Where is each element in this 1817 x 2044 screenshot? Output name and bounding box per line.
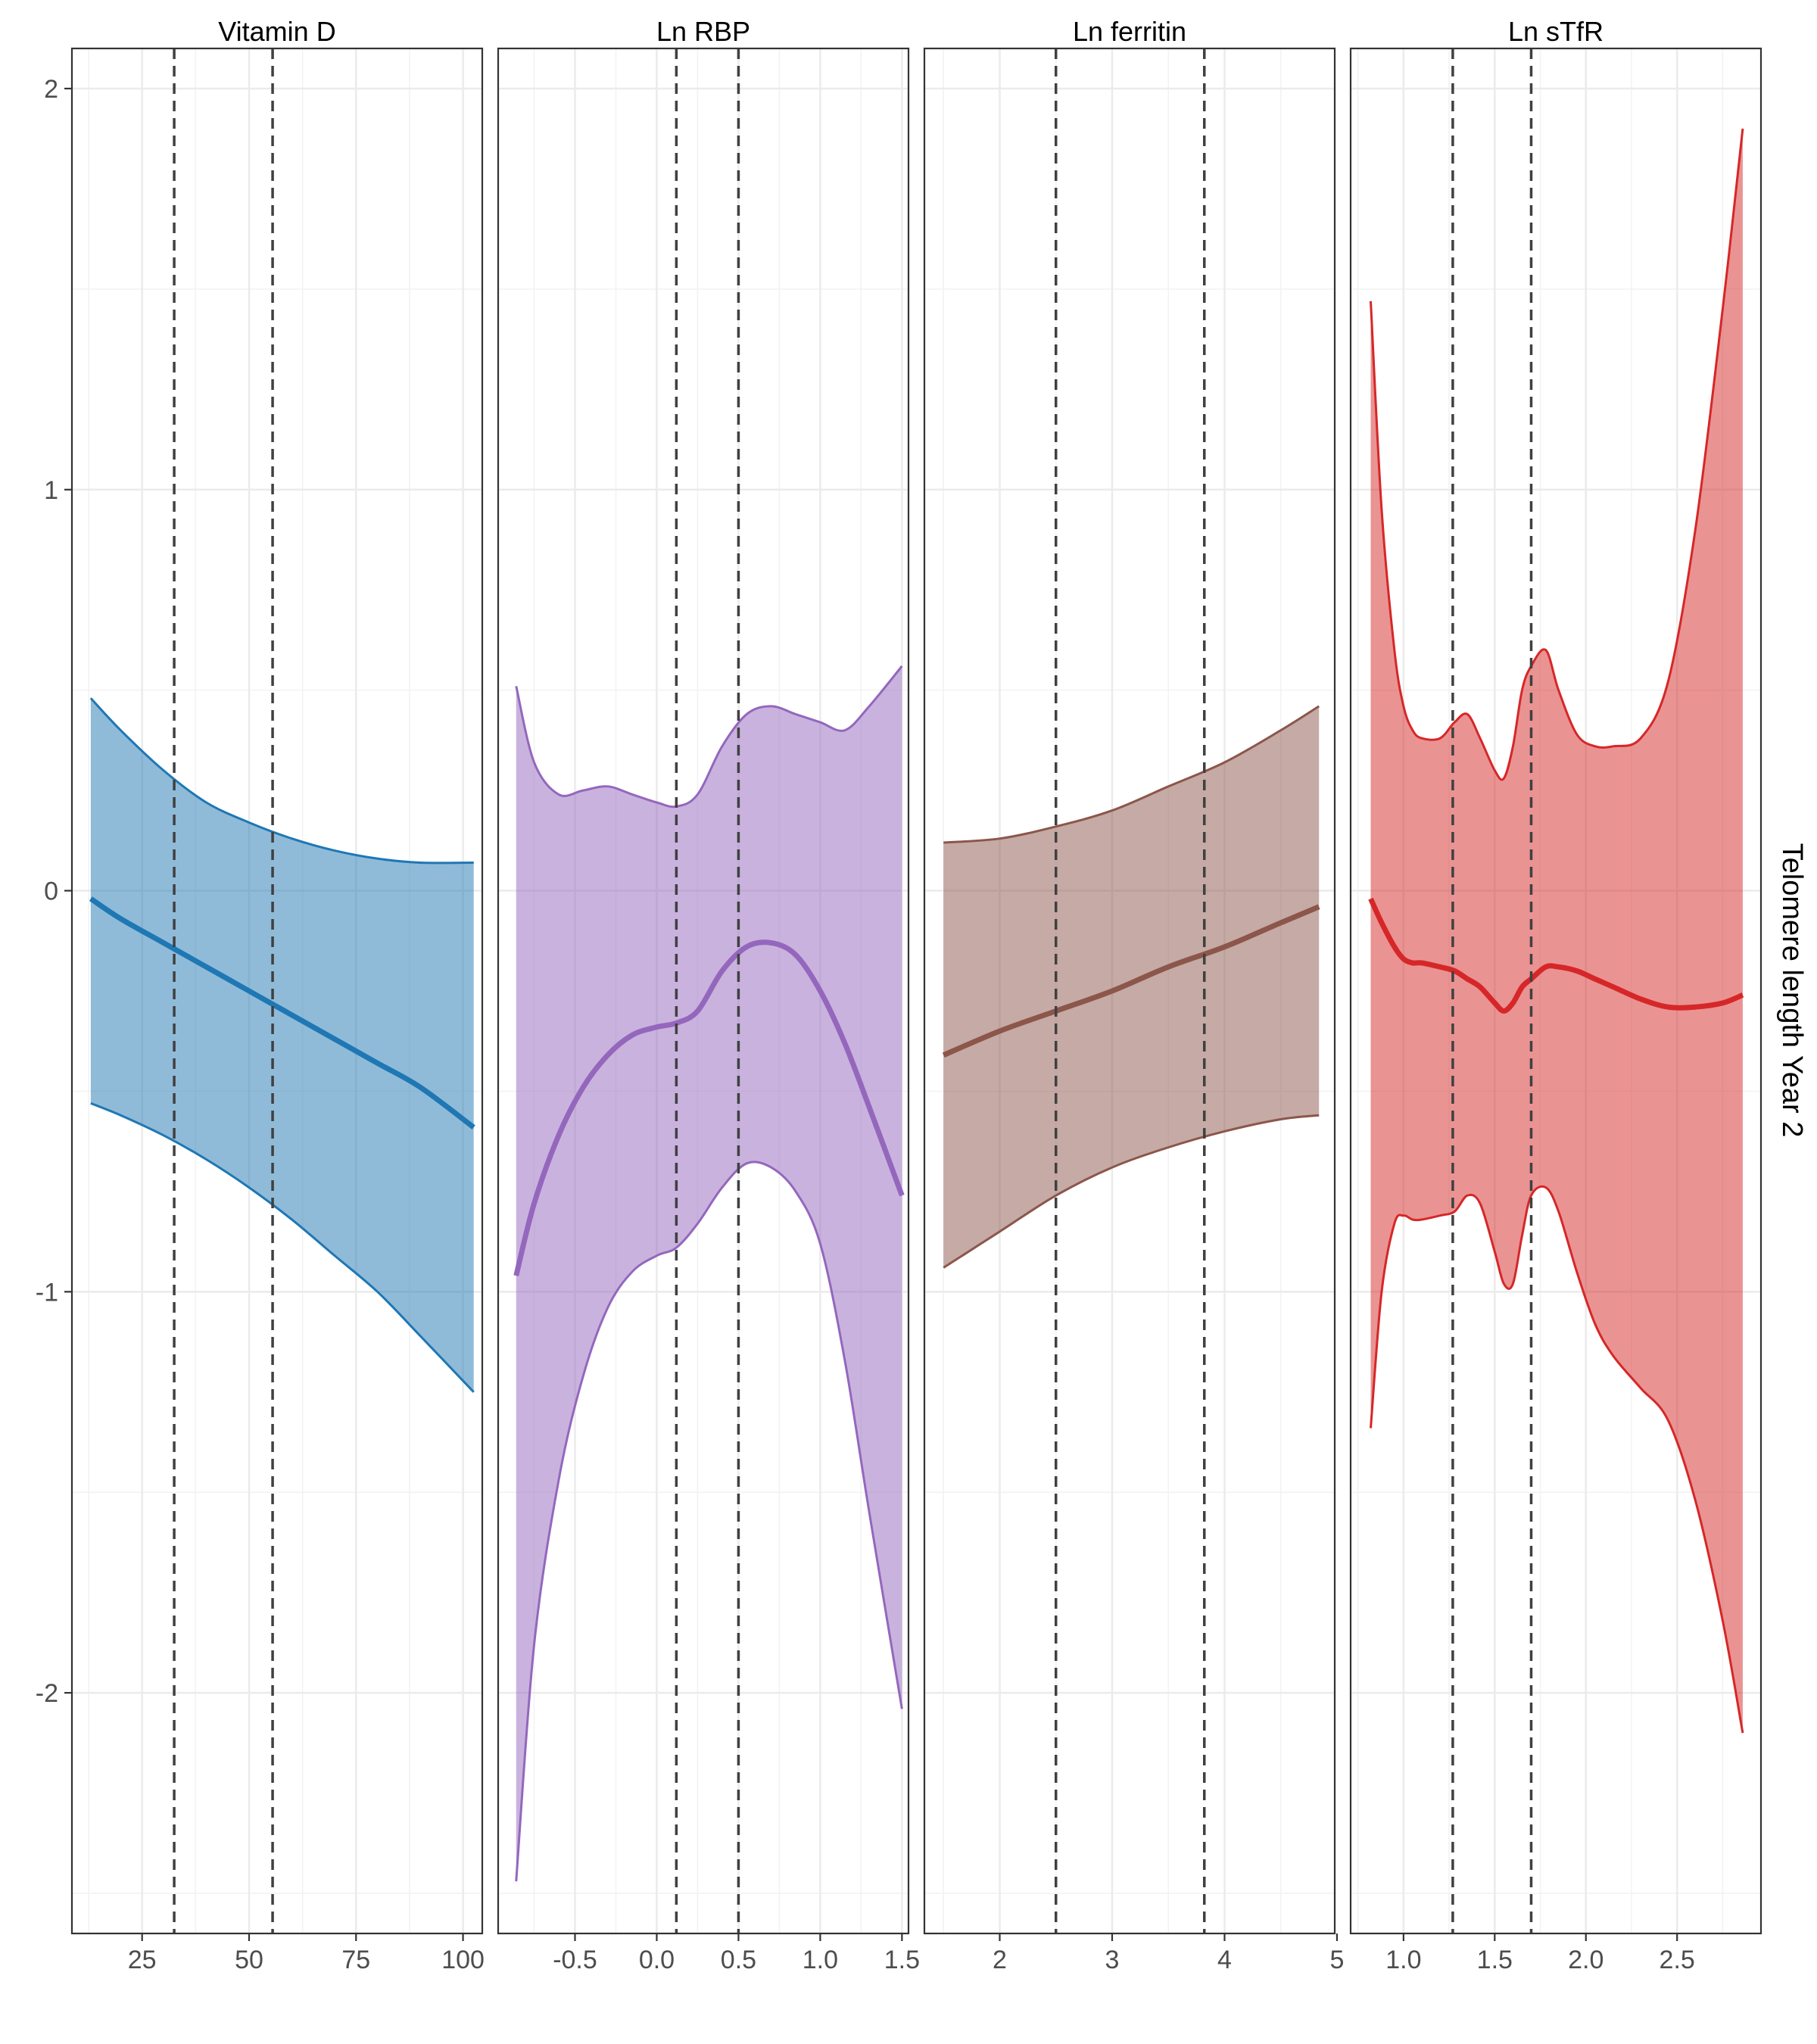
estimate-line bbox=[1368, 897, 1744, 1014]
x-tick-label: 0.5 bbox=[721, 1946, 756, 1974]
x-tick-label: 50 bbox=[235, 1946, 263, 1974]
y-tick-label: -1 bbox=[36, 1278, 58, 1307]
panel-title: Ln ferritin bbox=[1073, 16, 1186, 47]
x-tick-label: 4 bbox=[1217, 1946, 1232, 1974]
panel-1: Vitamin D 25 50 75 100 bbox=[70, 16, 485, 1974]
y-axis-title: Telomere length Year 2 bbox=[1776, 843, 1808, 1138]
panel-3: Ln ferritin 2 3 4 5 bbox=[923, 16, 1345, 1974]
x-tick-label: 75 bbox=[341, 1946, 370, 1974]
lower-bound-line bbox=[90, 1101, 475, 1393]
confidence-band bbox=[1370, 128, 1743, 1734]
y-tick-label: 1 bbox=[44, 476, 58, 505]
x-tick-label: 1.0 bbox=[1385, 1946, 1421, 1974]
x-tick-label: 2 bbox=[993, 1946, 1007, 1974]
upper-bound-line bbox=[1370, 128, 1744, 781]
x-tick-label: -0.5 bbox=[553, 1946, 597, 1974]
panel-border bbox=[497, 47, 910, 1935]
x-tick-label: 2.0 bbox=[1568, 1946, 1604, 1974]
estimate-line bbox=[942, 904, 1320, 1058]
estimate-line bbox=[89, 896, 475, 1129]
panel-4: Ln sTfR 1.0 1.5 2.0 2.5 bbox=[1349, 16, 1762, 1974]
plot-area bbox=[89, 48, 475, 1933]
y-tick-label: 0 bbox=[44, 877, 58, 906]
x-tick-label: 0.0 bbox=[639, 1946, 675, 1974]
x-tick-label: 2.5 bbox=[1660, 1946, 1695, 1974]
y-tick-label: 2 bbox=[44, 75, 58, 104]
x-tick-label: 25 bbox=[128, 1946, 157, 1974]
plot-area bbox=[942, 48, 1320, 1933]
y-axis: -2 -1 0 1 2 bbox=[36, 75, 72, 1708]
panel-title: Ln RBP bbox=[656, 16, 750, 47]
confidence-band bbox=[943, 706, 1320, 1268]
panel-border bbox=[70, 47, 484, 1935]
x-tick-label: 1.5 bbox=[884, 1946, 920, 1974]
lower-bound-line bbox=[515, 1161, 903, 1882]
panel-title: Ln sTfR bbox=[1508, 16, 1604, 47]
upper-bound-line bbox=[515, 665, 903, 809]
panel-2: Ln RBP -0.5 0.0 0.5 1.0 1.5 bbox=[497, 16, 920, 1974]
panel-border bbox=[1349, 47, 1762, 1935]
lower-bound-line bbox=[943, 1114, 1320, 1269]
x-tick-label: 100 bbox=[441, 1946, 485, 1974]
x-tick-label: 5 bbox=[1330, 1946, 1345, 1974]
upper-bound-line bbox=[89, 697, 474, 865]
x-tick-label: 1.5 bbox=[1477, 1946, 1513, 1974]
x-tick-label: 1.0 bbox=[803, 1946, 838, 1974]
plot-area bbox=[513, 48, 905, 1933]
plot-area bbox=[1368, 48, 1744, 1933]
confidence-band bbox=[90, 698, 474, 1392]
upper-bound-line bbox=[943, 705, 1320, 844]
lower-bound-line bbox=[1370, 1185, 1744, 1734]
estimate-line bbox=[513, 939, 905, 1276]
x-tick-label: 3 bbox=[1105, 1946, 1120, 1974]
y-tick-label: -2 bbox=[36, 1679, 58, 1708]
panel-border bbox=[923, 47, 1336, 1935]
panel-title: Vitamin D bbox=[218, 16, 335, 47]
